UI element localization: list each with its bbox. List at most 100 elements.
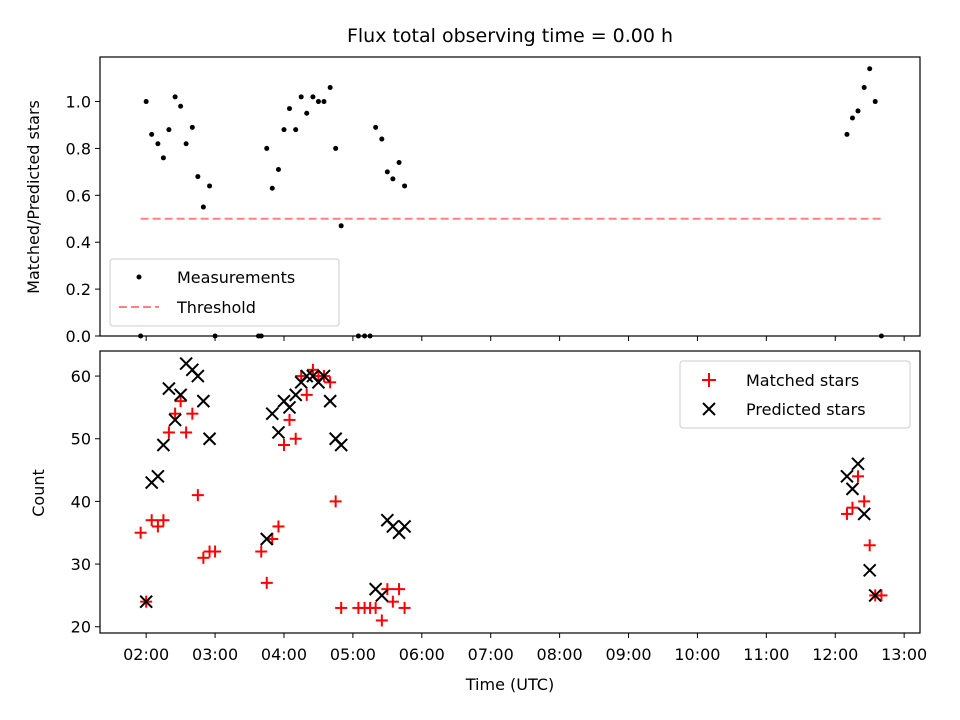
matched-star-point	[375, 614, 388, 627]
measurement-point	[338, 223, 344, 229]
measurement-point	[315, 99, 321, 105]
measurement-point	[321, 99, 327, 105]
predicted-star-point	[851, 457, 865, 471]
measurement-point	[855, 108, 861, 114]
count-y-tick-label: 50	[71, 430, 91, 449]
legend-predicted-marker	[702, 402, 716, 416]
predicted-star-stroke	[260, 532, 274, 546]
predicted-star-point	[840, 469, 854, 484]
measurement-point	[333, 145, 339, 151]
measurement-point	[275, 167, 281, 173]
matched-star-point	[295, 370, 308, 383]
legend-measurements-marker	[136, 274, 142, 280]
predicted-star-point	[868, 588, 882, 603]
measurement-point	[844, 131, 850, 137]
matched-star-point	[289, 432, 302, 445]
predicted-star-point	[288, 388, 303, 402]
matched-star-point	[277, 439, 290, 451]
measurement-point	[310, 94, 316, 100]
ratio-legend-box	[109, 258, 340, 327]
chart-title: Flux total observing time = 0.00 h	[347, 25, 673, 47]
measurement-point	[373, 124, 379, 130]
predicted-star-stroke	[862, 563, 877, 578]
ratio-plot-area	[138, 66, 884, 339]
matched-star-point	[386, 595, 399, 608]
x-axis-label: Time (UTC)	[465, 675, 554, 694]
predicted-star-point	[162, 381, 176, 396]
predicted-star-stroke	[857, 507, 871, 521]
predicted-star-stroke	[317, 369, 331, 383]
measurement-point	[178, 103, 184, 109]
measurement-point	[293, 127, 299, 133]
predicted-star-point	[191, 369, 205, 383]
measurement-point	[327, 84, 333, 90]
ratio-x-axis	[145, 336, 905, 341]
count-x-tick-label: 12:00	[812, 645, 858, 664]
predicted-star-point	[156, 438, 171, 452]
matched-star-point	[151, 520, 164, 533]
ratio-y-tick-label: 1.0	[66, 93, 91, 112]
predicted-star-point	[271, 425, 286, 440]
matched-star-point	[134, 526, 147, 539]
predicted-star-stroke	[191, 369, 205, 383]
predicted-star-stroke	[845, 482, 860, 496]
matched-star-point	[300, 388, 313, 401]
measurement-point	[402, 183, 408, 189]
measurement-point	[195, 174, 201, 180]
measurement-point	[149, 131, 155, 137]
matched-star-point	[306, 363, 319, 376]
predicted-star-point	[845, 482, 860, 496]
ratio-y-tick-label: 0.2	[66, 280, 91, 299]
matched-star-point	[858, 495, 871, 508]
predicted-star-point	[397, 519, 412, 534]
count-plot-area	[134, 356, 888, 627]
predicted-star-stroke	[196, 394, 211, 408]
measurement-point	[849, 115, 855, 121]
measurement-point	[867, 66, 873, 72]
measurement-point	[384, 169, 390, 175]
predicted-star-point	[173, 388, 188, 402]
predicted-star-stroke	[386, 519, 400, 534]
predicted-star-stroke	[334, 438, 348, 452]
matched-star-point	[169, 407, 182, 420]
matched-star-point	[174, 395, 187, 408]
predicted-star-point	[282, 400, 297, 415]
predicted-star-stroke	[202, 432, 217, 446]
predicted-star-stroke	[368, 582, 383, 596]
predicted-star-point	[857, 507, 871, 521]
measurement-point	[264, 145, 270, 151]
predicted-star-stroke	[139, 594, 153, 609]
predicted-star-stroke	[851, 457, 865, 471]
count-x-tick-label: 13:00	[881, 645, 927, 664]
count-x-axis: 02:00 03:00 04:00 05:00 06:00 07:00 08:00 09:00…	[123, 633, 927, 664]
predicted-star-stroke	[151, 469, 165, 484]
predicted-star-stroke	[375, 588, 389, 603]
ratio-y-tick-label: 0.4	[66, 233, 91, 252]
matched-star-point	[398, 601, 411, 614]
measurement-point	[379, 136, 385, 142]
count-y-tick-label: 60	[71, 367, 91, 386]
matched-star-point	[283, 413, 296, 426]
measurement-point	[172, 94, 178, 100]
measurement-point	[200, 204, 206, 210]
predicted-star-stroke	[288, 388, 303, 402]
predicted-star-stroke	[282, 400, 297, 415]
predicted-star-point	[260, 532, 274, 546]
count-legend-box	[679, 360, 911, 429]
matched-star-point	[863, 539, 876, 552]
predicted-star-stroke	[840, 469, 854, 484]
predicted-star-point	[317, 369, 331, 383]
matched-star-point	[260, 576, 273, 589]
ratio-y-axis: 0.0 0.2 0.4 0.6 0.8 1.0	[66, 93, 100, 346]
matched-star-point	[846, 501, 859, 514]
predicted-star-stroke	[397, 519, 412, 534]
measurement-point	[155, 141, 161, 147]
measurement-point	[286, 106, 292, 112]
predicted-star-stroke	[271, 425, 286, 440]
measurement-point	[269, 185, 275, 191]
matched-star-point	[157, 514, 170, 527]
measurement-point	[207, 183, 213, 189]
predicted-star-stroke	[265, 406, 279, 421]
